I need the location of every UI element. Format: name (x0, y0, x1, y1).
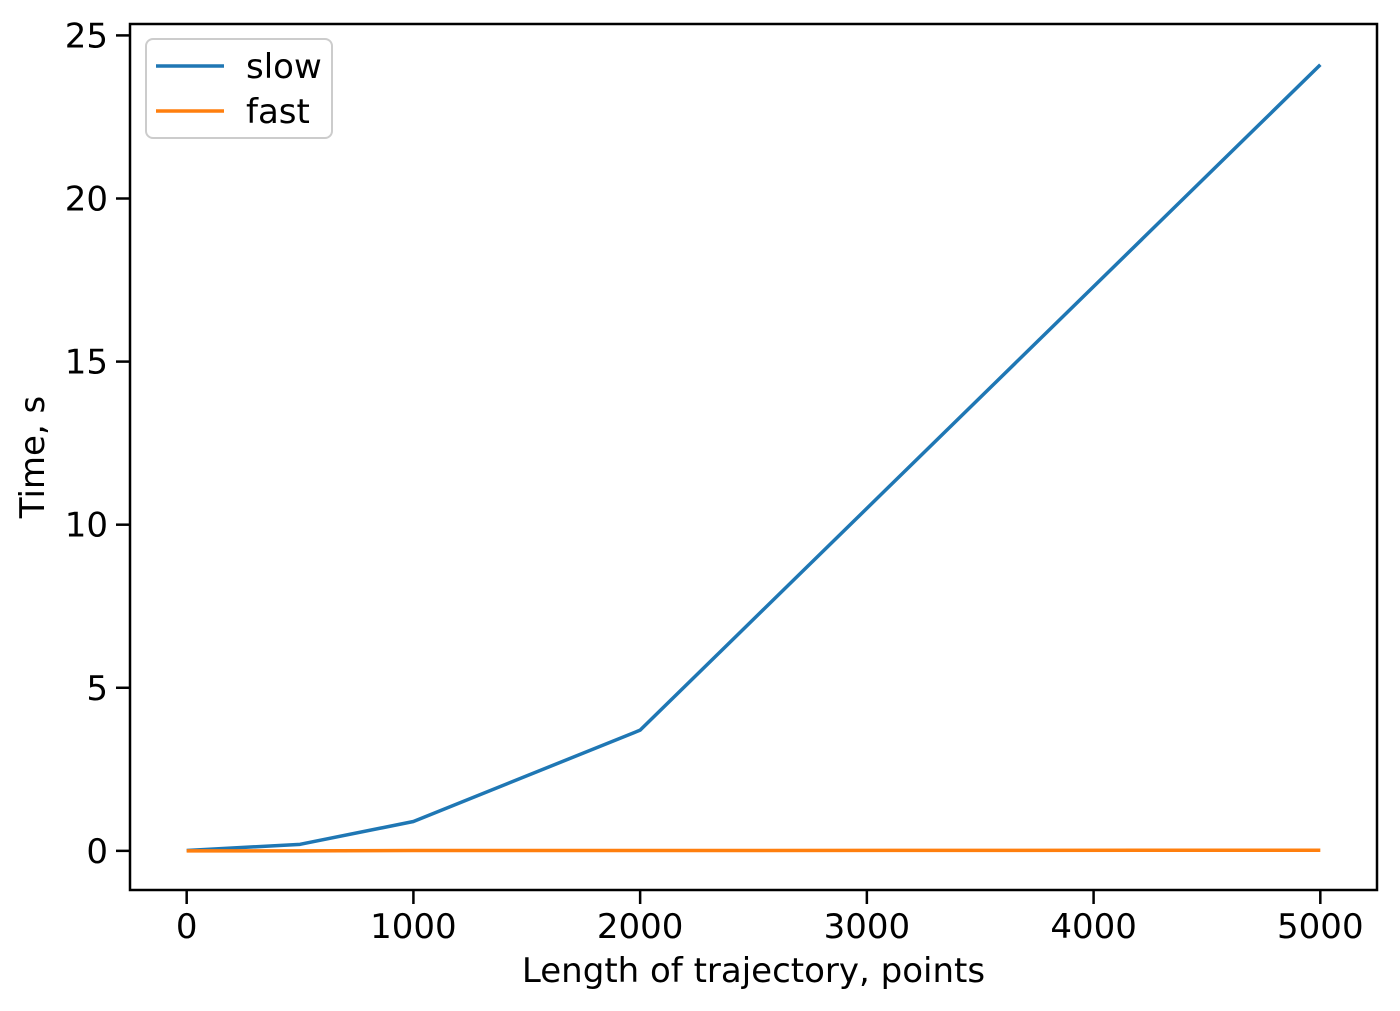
y-tick-label: 5 (86, 669, 108, 709)
axes-frame (128, 22, 1379, 892)
y-axis-label: Time, s (13, 396, 53, 520)
x-tick-label: 4000 (1050, 907, 1137, 947)
legend-label-fast: fast (246, 92, 310, 132)
legend-label-slow: slow (246, 47, 322, 87)
series-layer (186, 63, 1322, 853)
x-axis-ticks: 0 1000 2000 3000 4000 5000 (176, 890, 1364, 947)
y-tick-label: 0 (86, 832, 108, 872)
y-tick-label: 10 (65, 506, 108, 546)
legend-box (145, 38, 333, 139)
x-tick-label: 2000 (597, 907, 684, 947)
y-tick-label: 15 (65, 343, 108, 383)
slow-line (186, 63, 1322, 853)
x-tick-label: 0 (176, 907, 198, 947)
x-tick-label: 3000 (824, 907, 911, 947)
fast-line (186, 848, 1321, 853)
x-axis-label: Length of trajectory, points (522, 951, 985, 991)
y-axis-ticks: 0 5 10 15 20 25 (65, 16, 130, 872)
legend: slow fast (145, 38, 333, 139)
x-tick-label: 1000 (370, 907, 457, 947)
y-tick-label: 20 (65, 180, 108, 220)
x-tick-label: 5000 (1277, 907, 1364, 947)
y-tick-label: 25 (65, 16, 108, 56)
